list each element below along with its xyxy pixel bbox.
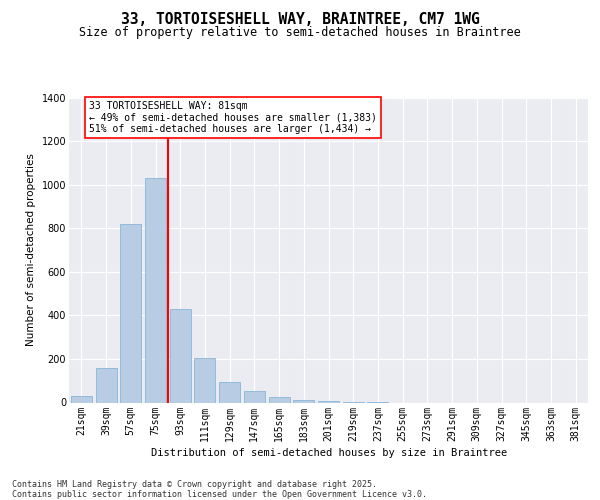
Bar: [145, 178, 166, 402]
Bar: [219, 382, 240, 402]
Bar: [170, 309, 191, 402]
Text: Contains HM Land Registry data © Crown copyright and database right 2025.
Contai: Contains HM Land Registry data © Crown c…: [12, 480, 427, 499]
Y-axis label: Number of semi-detached properties: Number of semi-detached properties: [26, 154, 36, 346]
Bar: [95, 368, 116, 402]
Bar: [120, 224, 141, 402]
Text: Size of property relative to semi-detached houses in Braintree: Size of property relative to semi-detach…: [79, 26, 521, 39]
Text: 33, TORTOISESHELL WAY, BRAINTREE, CM7 1WG: 33, TORTOISESHELL WAY, BRAINTREE, CM7 1W…: [121, 12, 479, 28]
Text: Distribution of semi-detached houses by size in Braintree: Distribution of semi-detached houses by …: [151, 448, 507, 458]
Text: 33 TORTOISESHELL WAY: 81sqm
← 49% of semi-detached houses are smaller (1,383)
51: 33 TORTOISESHELL WAY: 81sqm ← 49% of sem…: [89, 101, 377, 134]
Bar: [194, 358, 215, 403]
Bar: [71, 396, 92, 402]
Bar: [244, 390, 265, 402]
Bar: [293, 400, 314, 402]
Bar: [269, 397, 290, 402]
